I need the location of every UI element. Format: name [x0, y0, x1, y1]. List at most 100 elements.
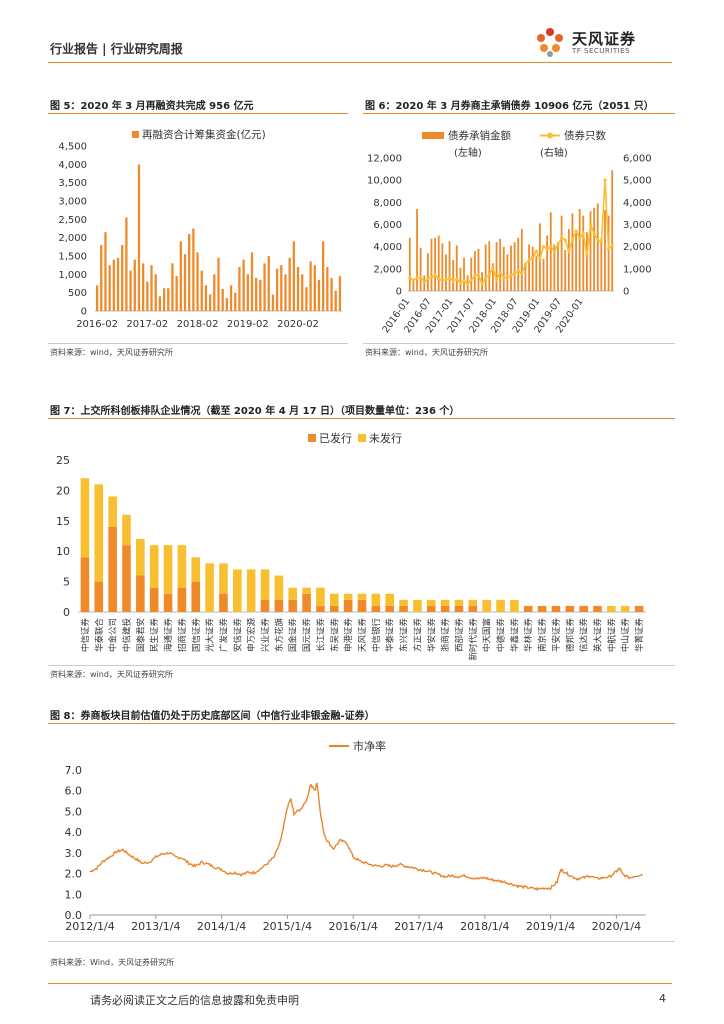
- fig5-bar: [267, 256, 270, 311]
- fig7-bar-issued: [343, 599, 353, 612]
- fig8-ytick-label: 2.0: [65, 868, 83, 881]
- fig7-rule: [48, 418, 675, 419]
- fig5-xtick-label: 2019-02: [227, 319, 269, 330]
- fig6-count-point: [610, 243, 614, 248]
- fig6-bar: [473, 251, 476, 291]
- fig8-chart: 0.0 1.0 2.0 3.0 4.0 5.0 6.0 7.0 2012/1/4 2013/1/4…: [65, 739, 646, 933]
- fig8-ytick-label: 7.0: [65, 764, 83, 777]
- fig6-bar: [488, 241, 491, 291]
- fig6-count-point: [433, 273, 437, 278]
- fig6-legend-sub-line: (右轴): [540, 146, 568, 159]
- fig5-bar: [154, 274, 157, 311]
- fig7-category-label: 中信银行: [371, 618, 382, 653]
- fig6-count-point: [487, 273, 491, 277]
- fig6-count-point: [480, 282, 484, 286]
- fig7-category-label: 华泰证券: [385, 618, 396, 653]
- fig6-bar: [611, 170, 614, 291]
- fig6-count-point: [516, 269, 520, 273]
- fig6-count-point: [556, 242, 560, 247]
- fig5-bar: [208, 294, 212, 311]
- fig6-bar: [495, 242, 498, 291]
- fig5-bar: [167, 288, 170, 311]
- fig6-count-point: [523, 262, 528, 266]
- fig8-xtick-label: 2018/1/4: [460, 920, 509, 933]
- fig7-source: 资料来源：wind，天风证券研究所: [50, 670, 173, 679]
- fig7-category-label: 中信建投: [121, 618, 132, 653]
- fig7-bar-issued: [385, 605, 395, 612]
- fig7-bar-issued: [80, 557, 90, 612]
- fig6-bar: [542, 258, 545, 291]
- fig5-bar: [259, 279, 262, 311]
- fig6-rule: [363, 113, 675, 114]
- fig5-legend-swatch: [132, 131, 139, 138]
- fig5-bar: [326, 267, 329, 311]
- fig6-count-point: [408, 276, 412, 280]
- fig7-bar-issued: [191, 581, 201, 612]
- fig5-bar: [188, 234, 191, 311]
- fig6-bar: [445, 254, 447, 291]
- fig6-count-point: [603, 178, 607, 182]
- fig6-bar: [492, 263, 494, 291]
- fig6-bar: [596, 203, 599, 291]
- fig7-category-label: 长江证券: [315, 618, 326, 653]
- fig6-ytick-right: 6,000: [623, 154, 652, 165]
- fig6-bar: [463, 257, 465, 291]
- fig5-ytick-label: 4,000: [58, 160, 87, 171]
- fig6-bar: [535, 255, 538, 291]
- fig7-bar-pending: [80, 478, 90, 558]
- fig6-count-point: [581, 231, 585, 235]
- fig6-ytick-right: 5,000: [623, 176, 652, 187]
- fig7-ytick-label: 10: [56, 545, 70, 558]
- fig5-bar: [108, 265, 111, 311]
- fig7-chart: 0 5 10 15 20 25 中信证券 华泰联合 中金公司 中信建投 国泰君安 民生证券 海通证券 招商…: [56, 431, 646, 661]
- fig7-category-label: 英大证券: [593, 618, 604, 653]
- fig6-count-point: [599, 240, 603, 244]
- fig7-bar-pending: [607, 605, 616, 612]
- fig5-legend-label: 再融资合计筹集资金(亿元): [142, 128, 266, 141]
- fig6-bar: [419, 247, 422, 291]
- fig7-ytick-label: 5: [63, 576, 70, 589]
- fig5-bar: [271, 294, 275, 311]
- fig7-bar-pending: [371, 593, 381, 606]
- fig5-bar: [322, 241, 325, 311]
- fig7-category-label: 东兴证券: [399, 618, 410, 653]
- fig7-category-label: 东吴证券: [329, 618, 340, 653]
- fig6-bar: [604, 210, 606, 291]
- fig5-bar: [192, 228, 195, 311]
- fig7-bar-issued: [288, 599, 298, 612]
- fig7-category-label: 华鑫证券: [509, 618, 520, 653]
- fig5-bar: [200, 270, 203, 311]
- fig7-bar-pending: [274, 575, 284, 600]
- fig6-count-point: [588, 222, 593, 227]
- fig5-bar: [263, 263, 266, 311]
- fig7-bar-issued: [122, 545, 131, 612]
- fig8-xtick-label: 2020/1/4: [592, 920, 641, 933]
- fig5-bar: [112, 259, 115, 311]
- fig7-bar-pending: [343, 593, 353, 600]
- fig7-bar-issued: [371, 605, 381, 612]
- fig7-bar-issued: [274, 599, 284, 612]
- fig6-count-point: [585, 253, 589, 258]
- fig6-bar: [506, 254, 509, 291]
- fig6-bar: [571, 213, 574, 291]
- fig6-bottom-rule: [363, 343, 675, 344]
- fig8-ytick-label: 5.0: [65, 805, 83, 818]
- fig5-bar: [292, 241, 296, 311]
- fig5-bar: [116, 257, 120, 311]
- fig5-xtick-label: 2017-02: [126, 319, 168, 330]
- fig7-category-label: 东方花旗: [274, 618, 285, 653]
- fig5-bar: [280, 265, 283, 311]
- fig6-bar: [589, 211, 592, 291]
- fig7-category-label: 民生证券: [149, 618, 160, 653]
- fig6-count-point: [469, 278, 473, 282]
- fig7-category-label: 中金公司: [108, 618, 119, 652]
- fig6-count-point: [422, 280, 426, 284]
- fig6-count-point: [419, 275, 423, 279]
- fig7-bar-pending: [496, 599, 505, 612]
- fig6-bar: [510, 245, 512, 291]
- fig7-category-label: 华菁证券: [634, 618, 645, 653]
- fig5-rule: [48, 113, 348, 114]
- fig5-bar: [183, 254, 187, 311]
- fig5-bar: [100, 245, 103, 311]
- fig6-count-point: [549, 245, 553, 249]
